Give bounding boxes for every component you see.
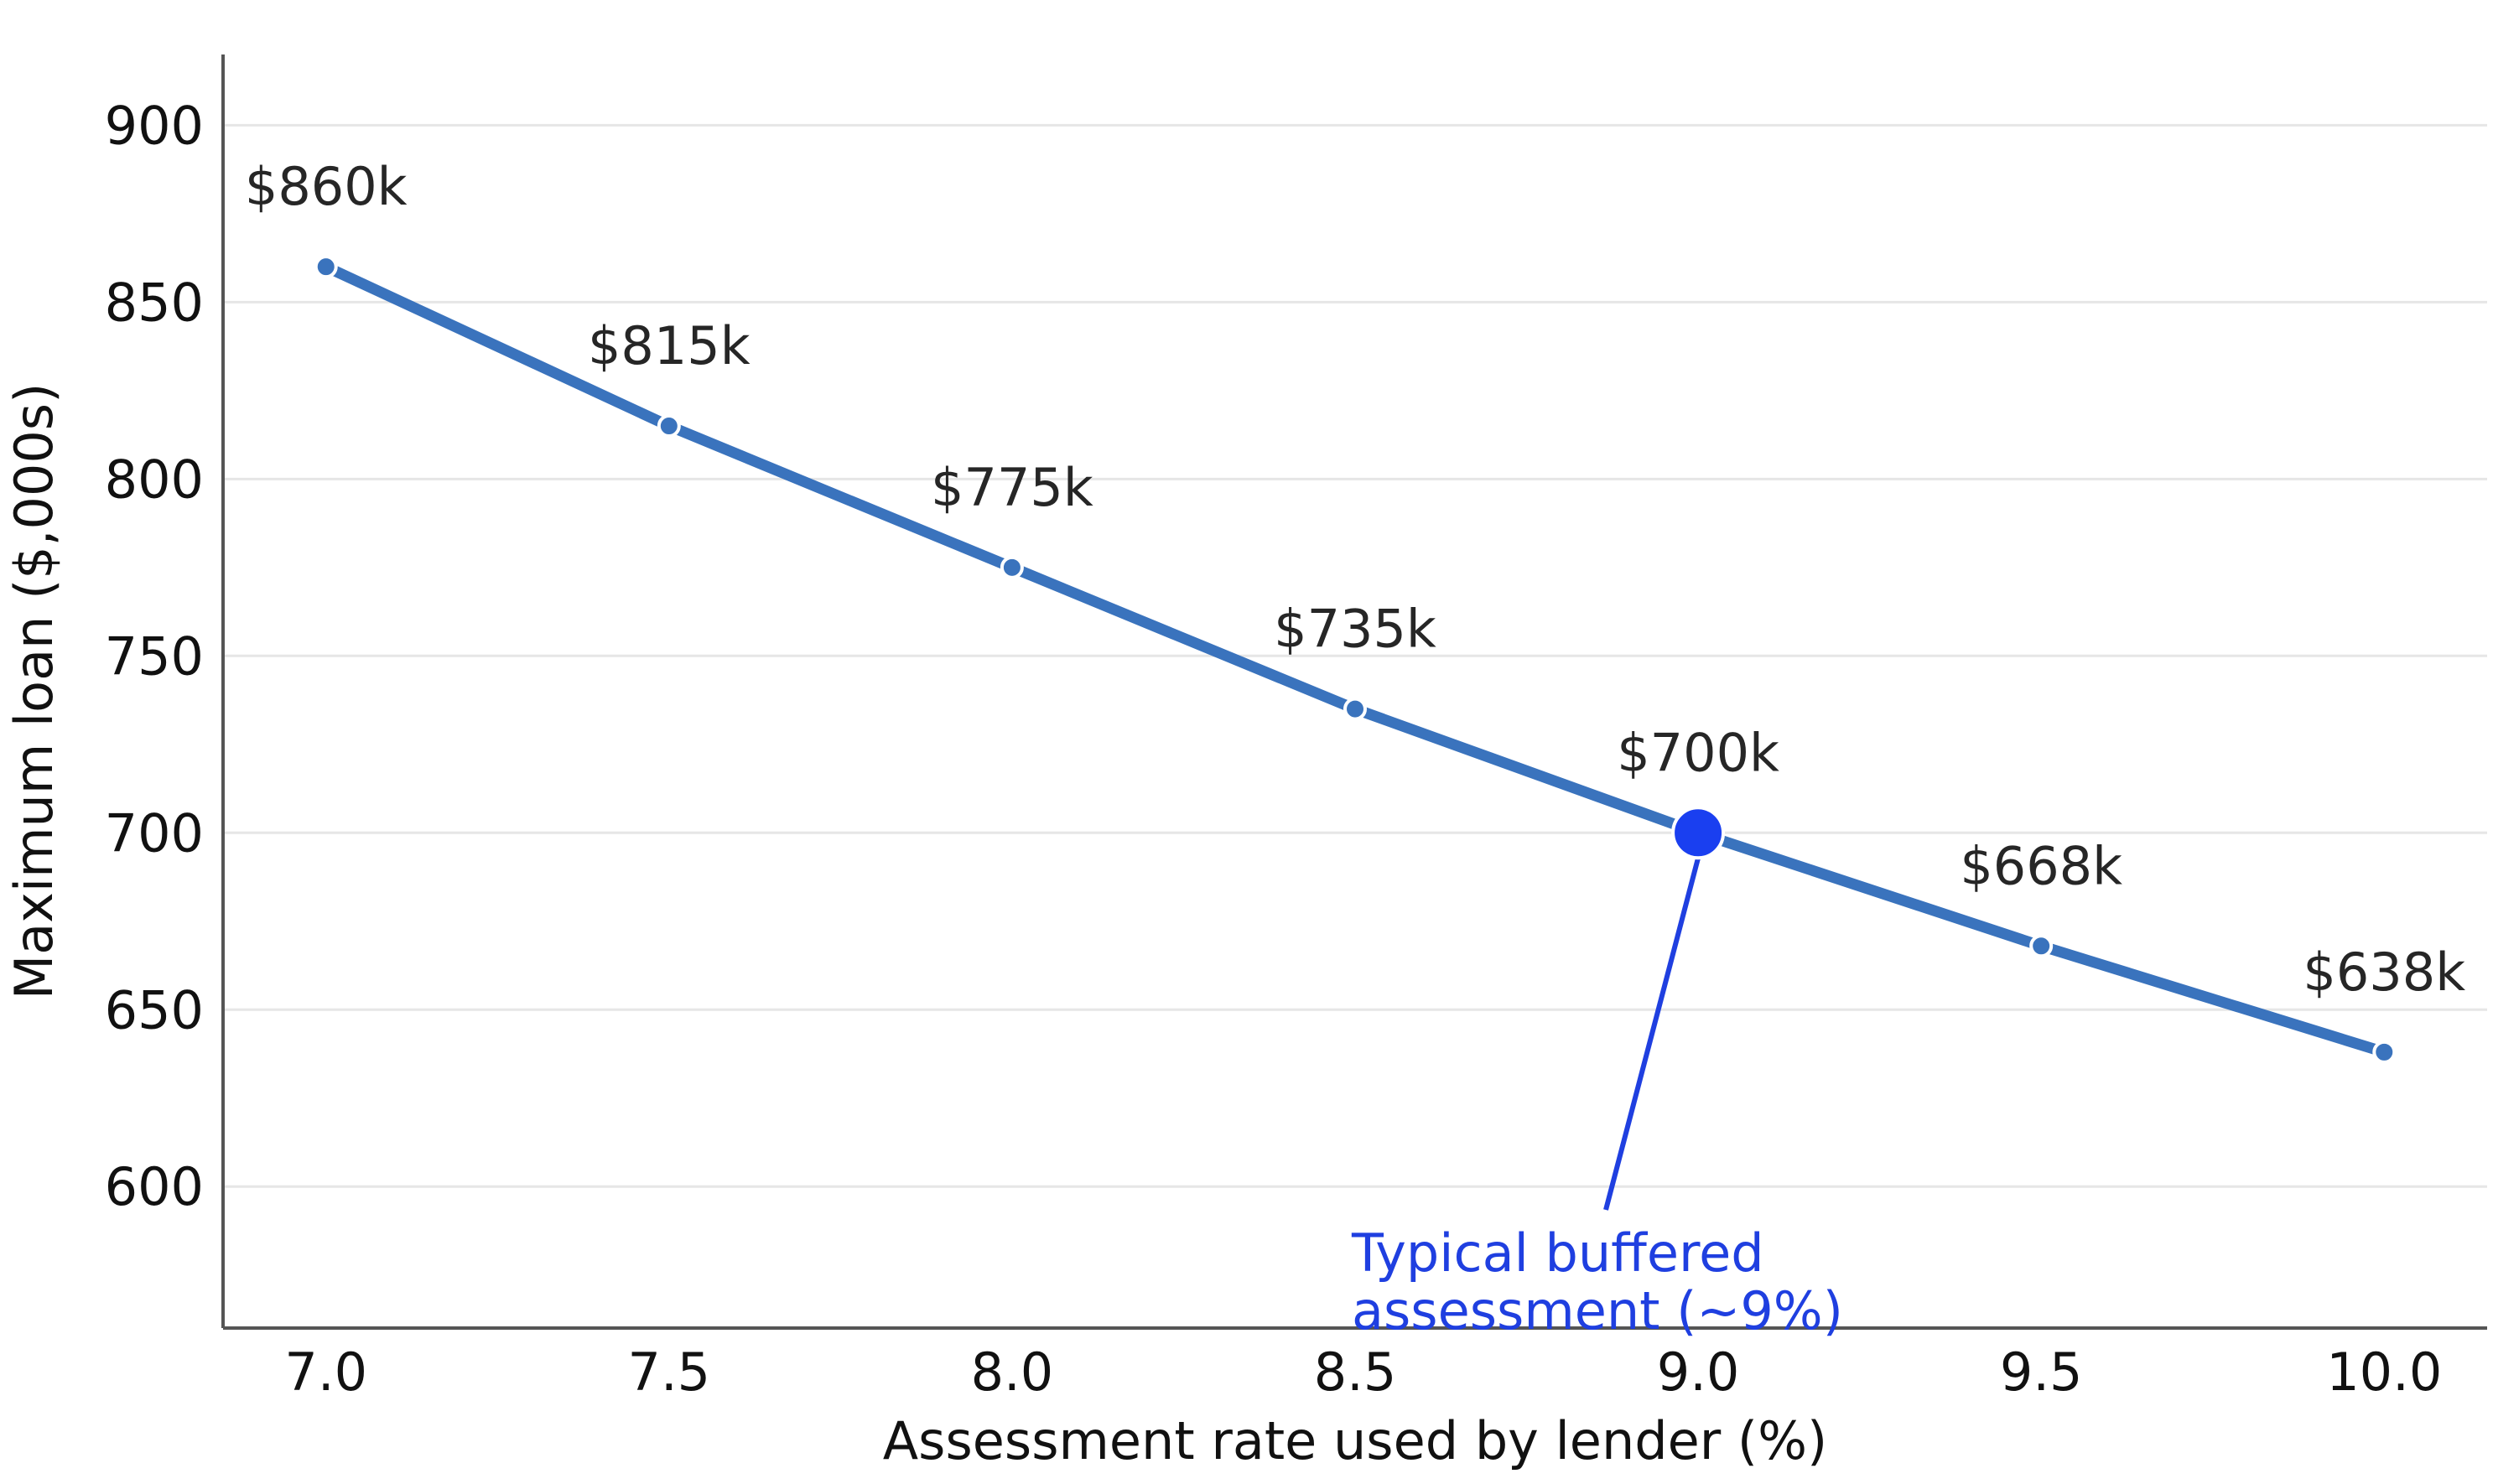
annotation-text-line-2: assessment (~9%) [1352, 1280, 1843, 1341]
data-label: $860k [245, 156, 408, 217]
y-axis-title: Maximum loan ($,000s) [3, 383, 65, 1000]
data-point [657, 414, 681, 438]
data-label: $638k [2303, 942, 2465, 1003]
data-label: $700k [1617, 722, 1779, 783]
annotation-text: Typical buffered assessment (~9%) [1351, 1222, 1843, 1341]
y-axis-ticks: 600 650 700 750 800 850 900 [105, 95, 204, 1217]
data-points [314, 255, 2397, 1064]
x-tick-label: 9.0 [1657, 1341, 1740, 1403]
data-label: $815k [588, 315, 751, 376]
data-point [2029, 934, 2054, 958]
data-label: $735k [1274, 599, 1436, 660]
y-tick-label: 800 [105, 449, 204, 510]
x-axis-title: Assessment rate used by lender (%) [883, 1410, 1827, 1471]
data-label: $668k [1960, 835, 2122, 896]
data-labels: $860k $815k $775k $735k $700k $668k $638k [245, 156, 2465, 1003]
x-tick-label: 9.5 [2000, 1341, 2083, 1403]
y-tick-label: 600 [105, 1156, 204, 1217]
y-tick-label: 900 [105, 95, 204, 156]
y-tick-label: 700 [105, 802, 204, 864]
y-tick-label: 750 [105, 625, 204, 687]
y-tick-label: 650 [105, 979, 204, 1040]
y-tick-label: 850 [105, 272, 204, 333]
data-point [1000, 555, 1024, 579]
x-tick-label: 7.5 [628, 1341, 711, 1403]
x-tick-label: 10.0 [2326, 1341, 2442, 1403]
x-tick-label: 8.5 [1314, 1341, 1397, 1403]
annotation-text-line-1: Typical buffered [1351, 1222, 1764, 1284]
x-axis-ticks: 7.0 7.5 8.0 8.5 9.0 9.5 10.0 [284, 1341, 2442, 1403]
x-tick-label: 8.0 [971, 1341, 1054, 1403]
data-point [314, 255, 338, 279]
data-point [1343, 697, 1367, 721]
x-tick-label: 7.0 [284, 1341, 367, 1403]
data-label: $775k [931, 457, 1093, 518]
data-point [2372, 1040, 2397, 1064]
highlight-marker [1671, 806, 1726, 860]
gridlines [223, 123, 2487, 1188]
annotation: Typical buffered assessment (~9%) [1351, 857, 1843, 1341]
annotation-leader-line [1603, 857, 1701, 1211]
